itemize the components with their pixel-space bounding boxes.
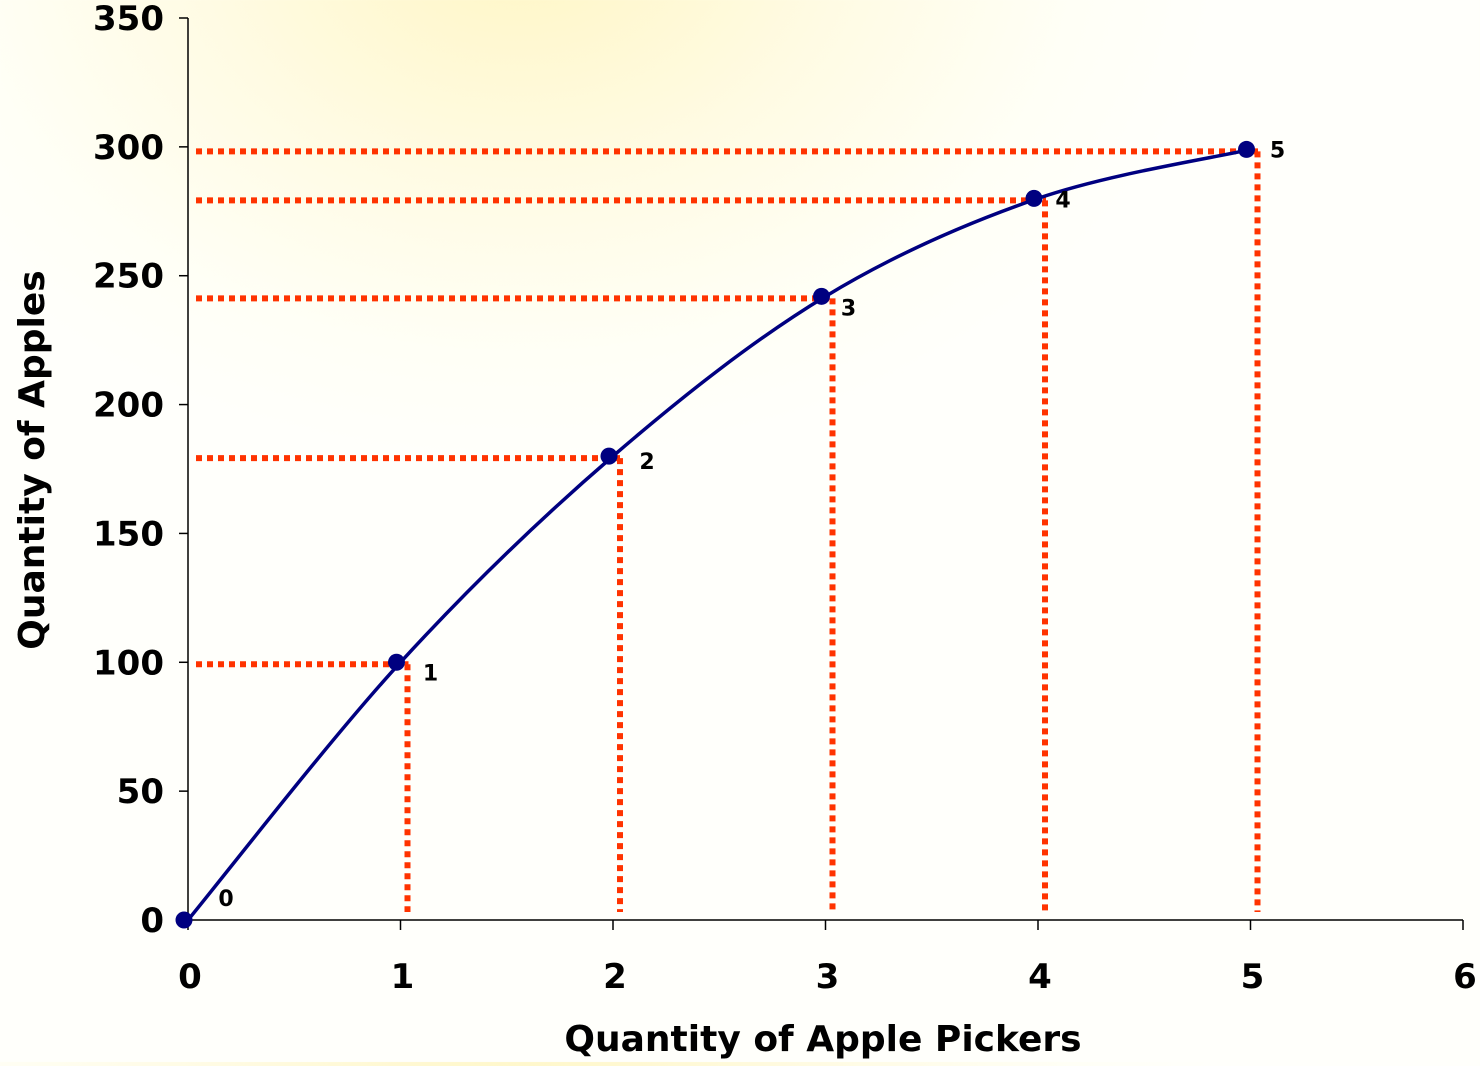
- y-tick-label: 50: [117, 772, 164, 812]
- x-tick-label: 4: [1028, 957, 1052, 997]
- data-point: [600, 447, 618, 465]
- y-tick-label: 200: [93, 386, 164, 426]
- y-tick-label: 350: [93, 0, 164, 39]
- point-label: 1: [423, 661, 438, 686]
- series: [175, 140, 1255, 929]
- x-axis-title: Quantity of Apple Pickers: [564, 1019, 1081, 1060]
- x-tick-label: 0: [178, 957, 202, 997]
- x-tick-label: 2: [603, 957, 627, 997]
- data-point: [175, 911, 193, 929]
- y-tick-label: 300: [93, 128, 164, 168]
- point-label: 5: [1270, 138, 1285, 163]
- x-tick-label: 1: [391, 957, 415, 997]
- x-tick-label: 6: [1453, 957, 1477, 997]
- y-tick-label: 100: [93, 643, 164, 683]
- point-label: 4: [1055, 188, 1070, 213]
- point-label: 3: [841, 296, 856, 321]
- series-line: [186, 147, 1251, 922]
- data-point: [813, 287, 830, 305]
- labels: 0 1 2 3 4 5: [218, 138, 1285, 912]
- x-tick-label: 5: [1241, 957, 1265, 997]
- reference-guides: [196, 148, 1261, 912]
- y-axis-title: Quantity of Apples: [12, 270, 53, 649]
- point-label: 0: [218, 887, 233, 912]
- y-tick-label: 0: [140, 901, 164, 941]
- data-point: [1025, 189, 1043, 207]
- data-point: [1238, 140, 1255, 158]
- point-label: 2: [639, 450, 654, 475]
- data-point: [388, 653, 405, 671]
- y-tick-label: 150: [93, 514, 164, 554]
- x-tick-label: 3: [816, 957, 840, 997]
- y-tick-label: 250: [93, 257, 164, 297]
